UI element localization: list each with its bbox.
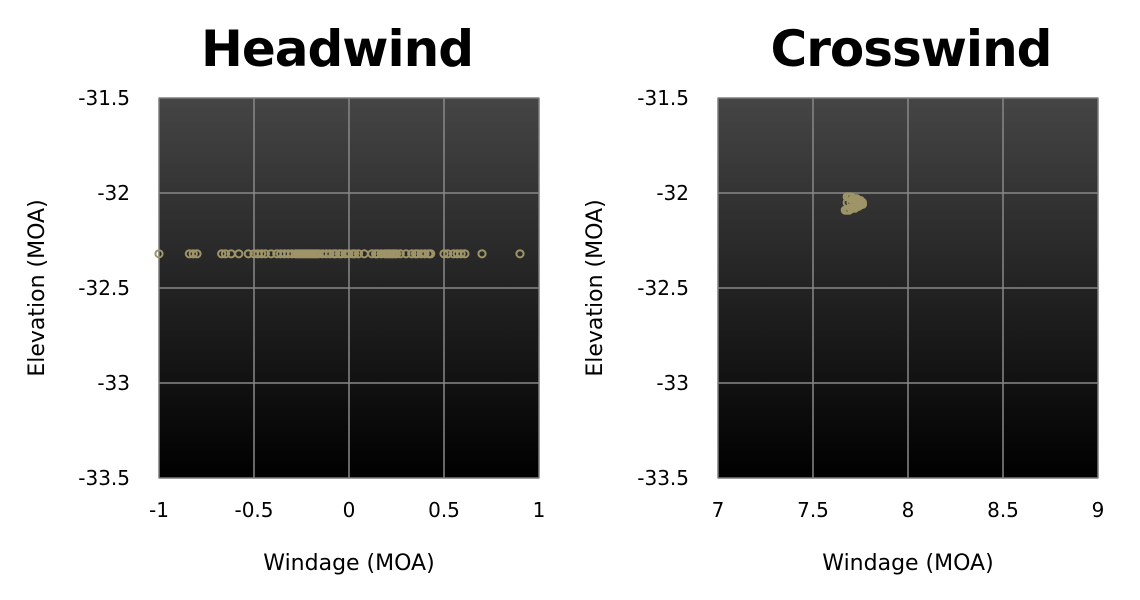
data-point [420, 249, 430, 259]
data-point [188, 249, 198, 259]
data-point [477, 249, 487, 259]
x-tick-label: 0 [343, 498, 356, 522]
data-point [192, 249, 202, 259]
plot-frame [158, 97, 540, 479]
data-point [257, 249, 267, 259]
y-axis-title: Elevation (MOA) [25, 199, 50, 376]
scatter-points [154, 249, 525, 259]
x-tick-labels: 7 7.5 8 8.5 9 [712, 498, 1105, 522]
data-point [344, 249, 354, 259]
data-point [456, 249, 466, 259]
data-point [353, 249, 364, 259]
data-point [848, 196, 858, 206]
data-point [401, 249, 411, 259]
x-tick-label: 7.5 [797, 498, 829, 522]
data-point [515, 249, 525, 259]
x-tick-label: 7 [712, 498, 725, 522]
data-point [350, 249, 360, 259]
plot-frame [717, 97, 1099, 479]
data-point [460, 249, 470, 259]
data-point [260, 249, 270, 259]
y-tick-labels: -31.5 -32 -32.5 -33 -33.5 [78, 86, 130, 490]
y-tick-label: -32 [97, 181, 130, 205]
y-tick-label: -32 [656, 181, 689, 205]
headwind-chart: Headwind -31.5 -32 -32.5 -33 -33.5 -1 -0.5 0 0.… [25, 20, 545, 576]
x-tick-labels: -1 -0.5 0 0.5 1 [149, 498, 545, 522]
x-tick-label: 0.5 [428, 498, 460, 522]
x-axis-title: Windage (MOA) [822, 551, 993, 576]
y-tick-label: -31.5 [637, 86, 689, 110]
chart-title: Headwind [201, 20, 473, 78]
data-point [407, 249, 417, 259]
y-tick-label: -33.5 [78, 466, 130, 490]
y-tick-label: -33.5 [637, 466, 689, 490]
data-point [391, 249, 402, 259]
data-point [426, 249, 436, 259]
data-point [266, 249, 276, 259]
data-point [243, 249, 253, 259]
chart-title: Crosswind [771, 20, 1052, 78]
x-tick-label: 1 [533, 498, 546, 522]
x-axis-title: Windage (MOA) [263, 551, 434, 576]
x-tick-label: 9 [1092, 498, 1105, 522]
x-tick-label: -1 [149, 498, 169, 522]
data-point [439, 249, 449, 259]
data-point [234, 249, 244, 259]
y-tick-label: -33 [97, 371, 130, 395]
data-point [395, 249, 405, 259]
data-point [325, 249, 335, 259]
y-tick-label: -31.5 [78, 86, 130, 110]
data-point [367, 249, 377, 259]
x-tick-label: 8.5 [987, 498, 1019, 522]
y-axis-title: Elevation (MOA) [583, 199, 608, 376]
y-tick-label: -32.5 [637, 276, 689, 300]
y-tick-label: -32.5 [78, 276, 130, 300]
x-tick-label: 8 [902, 498, 915, 522]
data-point [220, 249, 231, 259]
x-tick-label: -0.5 [234, 498, 273, 522]
scatter-points [840, 192, 868, 215]
crosswind-chart: Crosswind -31.5 -32 -32.5 -33 -33.5 7 7.5 8 8.5… [583, 20, 1104, 576]
data-point [217, 249, 227, 259]
data-point [443, 249, 453, 259]
y-tick-labels: -31.5 -32 -32.5 -33 -33.5 [637, 86, 689, 490]
data-point [154, 249, 164, 259]
y-tick-label: -33 [656, 371, 689, 395]
data-point [331, 249, 341, 259]
